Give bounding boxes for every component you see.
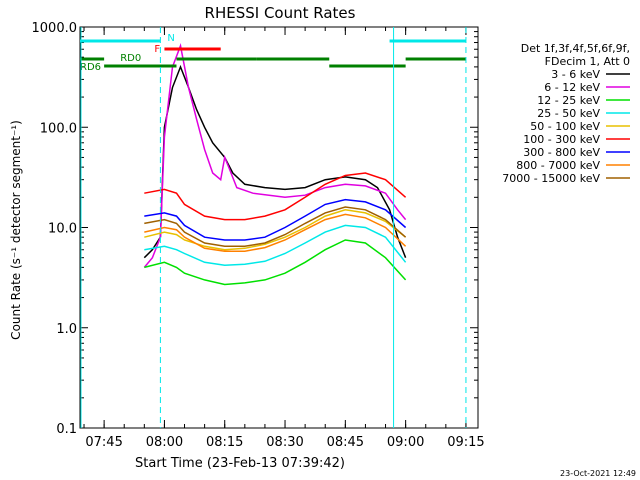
legend-label: 100 - 300 keV — [523, 133, 600, 146]
legend-label: 12 - 25 keV — [537, 94, 600, 107]
legend-label: 25 - 50 keV — [537, 107, 600, 120]
legend-header: FDecim 1, Att 0 — [545, 55, 630, 68]
legend-label: 3 - 6 keV — [551, 68, 600, 81]
x-tick-label: 07:45 — [85, 435, 122, 450]
x-tick-label: 09:00 — [387, 435, 424, 450]
x-tick-label: 08:15 — [206, 435, 243, 450]
x-axis-label: Start Time (23-Feb-13 07:39:42) — [135, 456, 345, 471]
x-tick-label: 09:15 — [447, 435, 484, 450]
x-tick-label: 08:45 — [327, 435, 364, 450]
legend-label: 7000 - 15000 keV — [502, 172, 600, 185]
annotation-rd6: RD6 — [80, 62, 101, 73]
series-line-4 — [144, 209, 407, 251]
annotation-rd0: RD0 — [120, 53, 141, 64]
legend-label: 800 - 7000 keV — [516, 159, 600, 172]
chart-title: RHESSI Count Rates — [205, 4, 356, 22]
y-tick-label: 0.1 — [56, 422, 77, 437]
legend-label: 50 - 100 keV — [530, 120, 600, 133]
footer-timestamp: 23-Oct-2021 12:49 — [560, 469, 636, 478]
y-tick-label: 10.0 — [48, 222, 77, 237]
y-tick-label: 1000.0 — [32, 21, 78, 36]
series-line-6 — [144, 198, 407, 241]
x-tick-label: 08:30 — [266, 435, 303, 450]
plot-area: 0.1 1.0 10.0 100.0 1000.0 07:45 08:00 08:15 08:3… — [32, 21, 485, 450]
legend-label: 300 - 800 keV — [523, 146, 600, 159]
annotation-f: F — [154, 44, 160, 55]
series-line-1 — [143, 43, 407, 268]
series-line-0 — [143, 64, 407, 259]
annotation-n: N — [167, 33, 174, 44]
y-axis-label: Count Rate (s⁻¹ detector segment⁻¹) — [9, 120, 23, 340]
series-line-3 — [144, 224, 407, 267]
y-tick-label: 1.0 — [56, 322, 77, 337]
legend-label: 6 - 12 keV — [544, 81, 600, 94]
series-line-5 — [144, 172, 407, 221]
series-line-8 — [144, 206, 407, 248]
series-line-2 — [144, 239, 407, 286]
y-tick-label: 100.0 — [40, 121, 77, 136]
x-tick-label: 08:00 — [146, 435, 183, 450]
legend: Det 1f,3f,4f,5f,6f,9f,FDecim 1, Att 03 -… — [502, 42, 630, 185]
series-line-7 — [144, 213, 407, 252]
legend-header: Det 1f,3f,4f,5f,6f,9f, — [521, 42, 630, 55]
